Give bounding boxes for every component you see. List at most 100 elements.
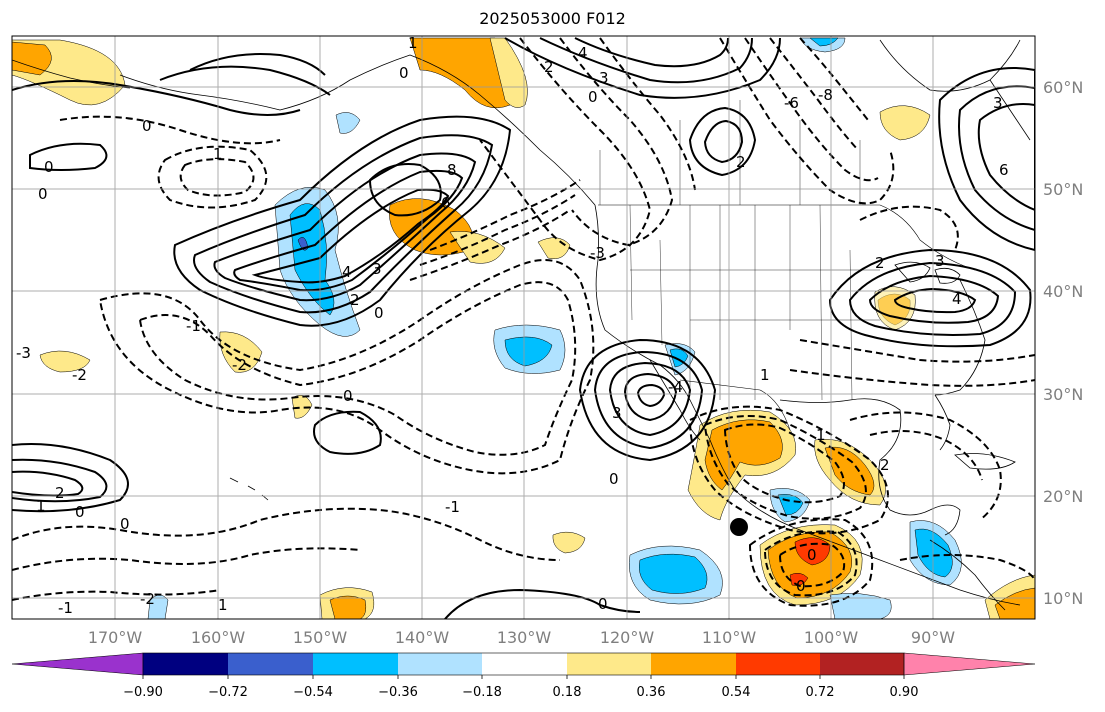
- contour-label: 1: [816, 426, 826, 444]
- fill-tropical-blue: [639, 553, 708, 594]
- contour-cutoff-low-5: [636, 383, 666, 408]
- lon-tick-label: 140°W: [395, 628, 450, 647]
- colorbar-segment: [820, 653, 904, 675]
- chart-title: 2025053000 F012: [479, 9, 626, 28]
- contour-trough-outer: [173, 115, 512, 327]
- contour-dashed-central-1: [98, 259, 595, 475]
- alaska-coast: [119, 54, 596, 206]
- west-coast-north-america: [594, 204, 1021, 606]
- contour-label: 2: [875, 254, 885, 272]
- contour-aleutian-zero: [29, 142, 108, 171]
- contour-dashed-subtrop-2: [12, 547, 361, 571]
- contour-label: -3: [16, 344, 31, 362]
- contour-ne-corner-2: [958, 85, 1035, 232]
- contour-trough-5: [251, 188, 450, 284]
- contour-cutoff-low-2: [593, 350, 704, 450]
- contour-label: 0: [796, 577, 806, 595]
- coastline-layer: [12, 39, 1031, 611]
- contour-west-3: [12, 470, 84, 497]
- contour-label: 3: [935, 252, 945, 270]
- contour-label: 2: [544, 58, 554, 76]
- fill-ne-pacific-yellow: [449, 231, 506, 264]
- contour-canada-high-2: [703, 119, 744, 164]
- colorbar-segment: [651, 653, 736, 675]
- colorbar-segment: [567, 653, 651, 675]
- contour-label: 0: [807, 546, 817, 564]
- fill-gulf-orange: [824, 446, 875, 496]
- cuba: [954, 453, 1016, 470]
- contour-dashed-storm-1: [748, 518, 874, 607]
- contour-high-ne-pacific: [368, 163, 442, 217]
- contour-label: 6: [441, 194, 451, 212]
- contour-east-high-3: [868, 274, 1000, 324]
- contour-label: -1: [186, 317, 201, 335]
- fill-small-blue-pacific: [335, 112, 361, 134]
- contour-dashed-wc-2: [559, 37, 674, 247]
- contour-label: 1: [218, 596, 228, 614]
- lat-axis: 60°N 50°N 40°N 30°N 20°N 10°N: [1043, 78, 1083, 608]
- colorbar-tick-label: 0.72: [806, 685, 835, 700]
- contour-ne-corner-3: [977, 103, 1035, 212]
- map-frame: [11, 35, 1036, 620]
- us-canada-border: [598, 204, 976, 271]
- contour-dashed-south-east: [899, 554, 1035, 581]
- colorbar-segment: [313, 653, 398, 675]
- contour-label: -4: [668, 378, 683, 396]
- contour-label: 1: [213, 145, 223, 163]
- contour-east-high-1: [828, 248, 1032, 348]
- contour-label: 0: [374, 304, 384, 322]
- contour-dashed-canada-4: [799, 37, 869, 121]
- lon-tick-label: 90°W: [911, 628, 955, 647]
- fill-nw-orange: [12, 41, 52, 76]
- contour-dashed-subtrop-3: [12, 589, 221, 601]
- contour-label: -3: [590, 244, 605, 262]
- lon-tick-label: 120°W: [600, 628, 655, 647]
- yucatan: [929, 504, 961, 536]
- contour-label: -2: [140, 590, 155, 608]
- contour-east-high-4: [893, 287, 977, 314]
- fill-caribbean-blue: [914, 528, 953, 578]
- contour-dashed-east-2: [799, 339, 1035, 363]
- lon-axis: 170°W 160°W 150°W 140°W 130°W 120°W 110°…: [88, 628, 955, 647]
- fill-canada-yellow: [879, 105, 931, 141]
- contour-label: 1: [760, 366, 770, 384]
- contour-west-2: [12, 458, 108, 503]
- contour-label-layer: 8 6 4 3 2 1 0 -1 -2 -3 -4 -6 -8 0 0 0 0 …: [16, 34, 1009, 617]
- contour-label: -1: [445, 498, 460, 516]
- contour-label: 4: [952, 290, 962, 308]
- contour-label: 3: [372, 260, 382, 278]
- contour-east-high-2: [848, 261, 1017, 336]
- contour-label: 1: [36, 497, 46, 515]
- contour-label: -2: [232, 356, 247, 374]
- contour-dashed-east-3: [789, 369, 1035, 387]
- fill-west-yellow3: [291, 394, 313, 419]
- contour-dashed-nw: [59, 115, 281, 145]
- contour-label: -1: [58, 599, 73, 617]
- colorbar-tick-label: −0.90: [123, 685, 163, 700]
- contour-cutoff-low-3: [608, 361, 692, 437]
- contour-label: 2: [880, 456, 890, 474]
- contour-dashed-subtrop-1: [12, 507, 561, 561]
- hudson-bay: [879, 39, 1021, 92]
- contour-label: 3: [612, 404, 622, 422]
- contour-label: 3: [599, 69, 609, 87]
- contour-label: 6: [999, 161, 1009, 179]
- colorbar-extend-low: [11, 652, 144, 676]
- contour-nw-1: [12, 80, 301, 116]
- contour-label: 2: [55, 484, 65, 502]
- dashed-contour-layer: [12, 37, 1035, 607]
- fill-gulf-of-alaska-yellow: [489, 37, 528, 108]
- contour-dashed-canada-1: [719, 37, 895, 205]
- colorbar-tick-label: 0.54: [722, 685, 751, 700]
- contour-west-1: [12, 443, 129, 513]
- florida: [934, 394, 951, 451]
- contour-label: -2: [72, 366, 87, 384]
- contour-label: 0: [142, 117, 152, 135]
- contour-label: 0: [38, 185, 48, 203]
- contour-cutoff-low-1: [578, 338, 717, 462]
- storm-marker: [730, 518, 748, 536]
- fill-west-yellow: [39, 350, 91, 373]
- contour-label: 3: [993, 94, 1003, 112]
- colorbar-ticks: [142, 675, 905, 679]
